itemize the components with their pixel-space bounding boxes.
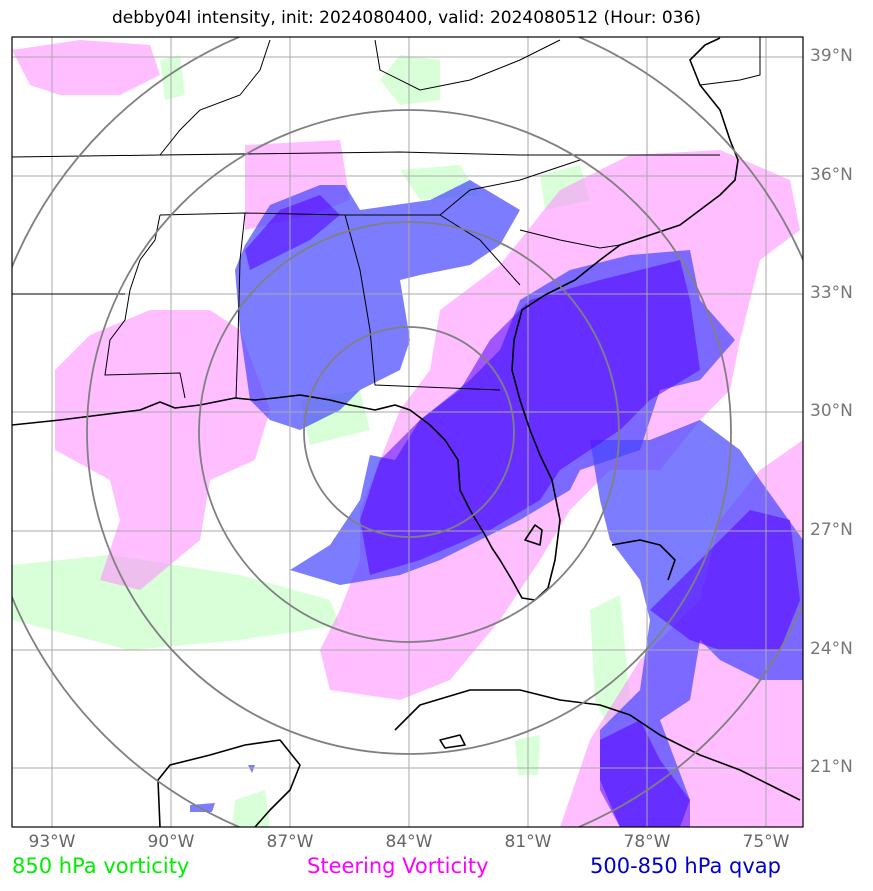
plot-frame: [11, 36, 804, 828]
gridlines: [12, 37, 803, 827]
state-borders: [12, 37, 761, 399]
lat-label-33n: 33°N: [810, 283, 853, 303]
legend-850-vorticity: 850 hPa vorticity: [12, 854, 190, 878]
lon-label-81w: 81°W: [504, 832, 552, 852]
range-rings: [12, 37, 803, 827]
legend-qvap: 500-850 hPa qvap: [590, 854, 781, 878]
lon-label-93w: 93°W: [28, 832, 76, 852]
legend-steering-vorticity: Steering Vorticity: [307, 854, 489, 878]
qvap-high-field: [245, 195, 800, 827]
lon-label-78w: 78°W: [623, 832, 671, 852]
lat-label-24n: 24°N: [810, 639, 853, 659]
lon-label-90w: 90°W: [147, 832, 195, 852]
lat-label-30n: 30°N: [810, 401, 853, 421]
lat-label-21n: 21°N: [810, 757, 853, 777]
lon-label-84w: 84°W: [385, 832, 433, 852]
coastlines: [12, 37, 801, 827]
vorticity-850-field: [12, 55, 630, 827]
plot-title: debby04l intensity, init: 2024080400, va…: [111, 8, 702, 28]
lat-label-36n: 36°N: [810, 165, 853, 185]
lon-label-75w: 75°W: [742, 832, 790, 852]
lat-label-39n: 39°N: [810, 46, 853, 66]
lat-label-27n: 27°N: [810, 520, 853, 540]
lon-label-87w: 87°W: [266, 832, 314, 852]
